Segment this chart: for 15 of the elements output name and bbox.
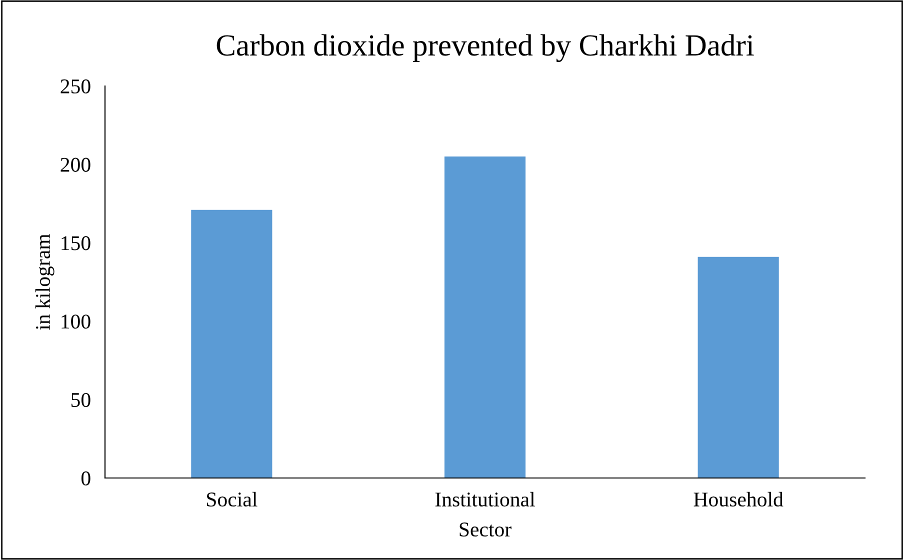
x-tick-label: Institutional xyxy=(435,492,535,507)
bar xyxy=(444,156,526,478)
y-tick-label: 0 xyxy=(81,471,90,486)
chart-title: Carbon dioxide prevented by Charkhi Dadri xyxy=(216,34,754,62)
y-tick-label: 150 xyxy=(62,236,90,250)
y-axis-title: in kilogram xyxy=(35,234,54,330)
x-tick-label: Social xyxy=(207,492,258,507)
y-tick-label: 250 xyxy=(60,79,90,94)
x-tick-label: Household xyxy=(694,492,784,507)
bar xyxy=(698,256,779,478)
y-tick-label: 100 xyxy=(62,314,90,329)
y-tick-label: 200 xyxy=(60,158,90,172)
x-axis-title: Sector xyxy=(460,522,512,537)
y-tick-label: 50 xyxy=(71,392,90,408)
bar xyxy=(191,210,272,478)
